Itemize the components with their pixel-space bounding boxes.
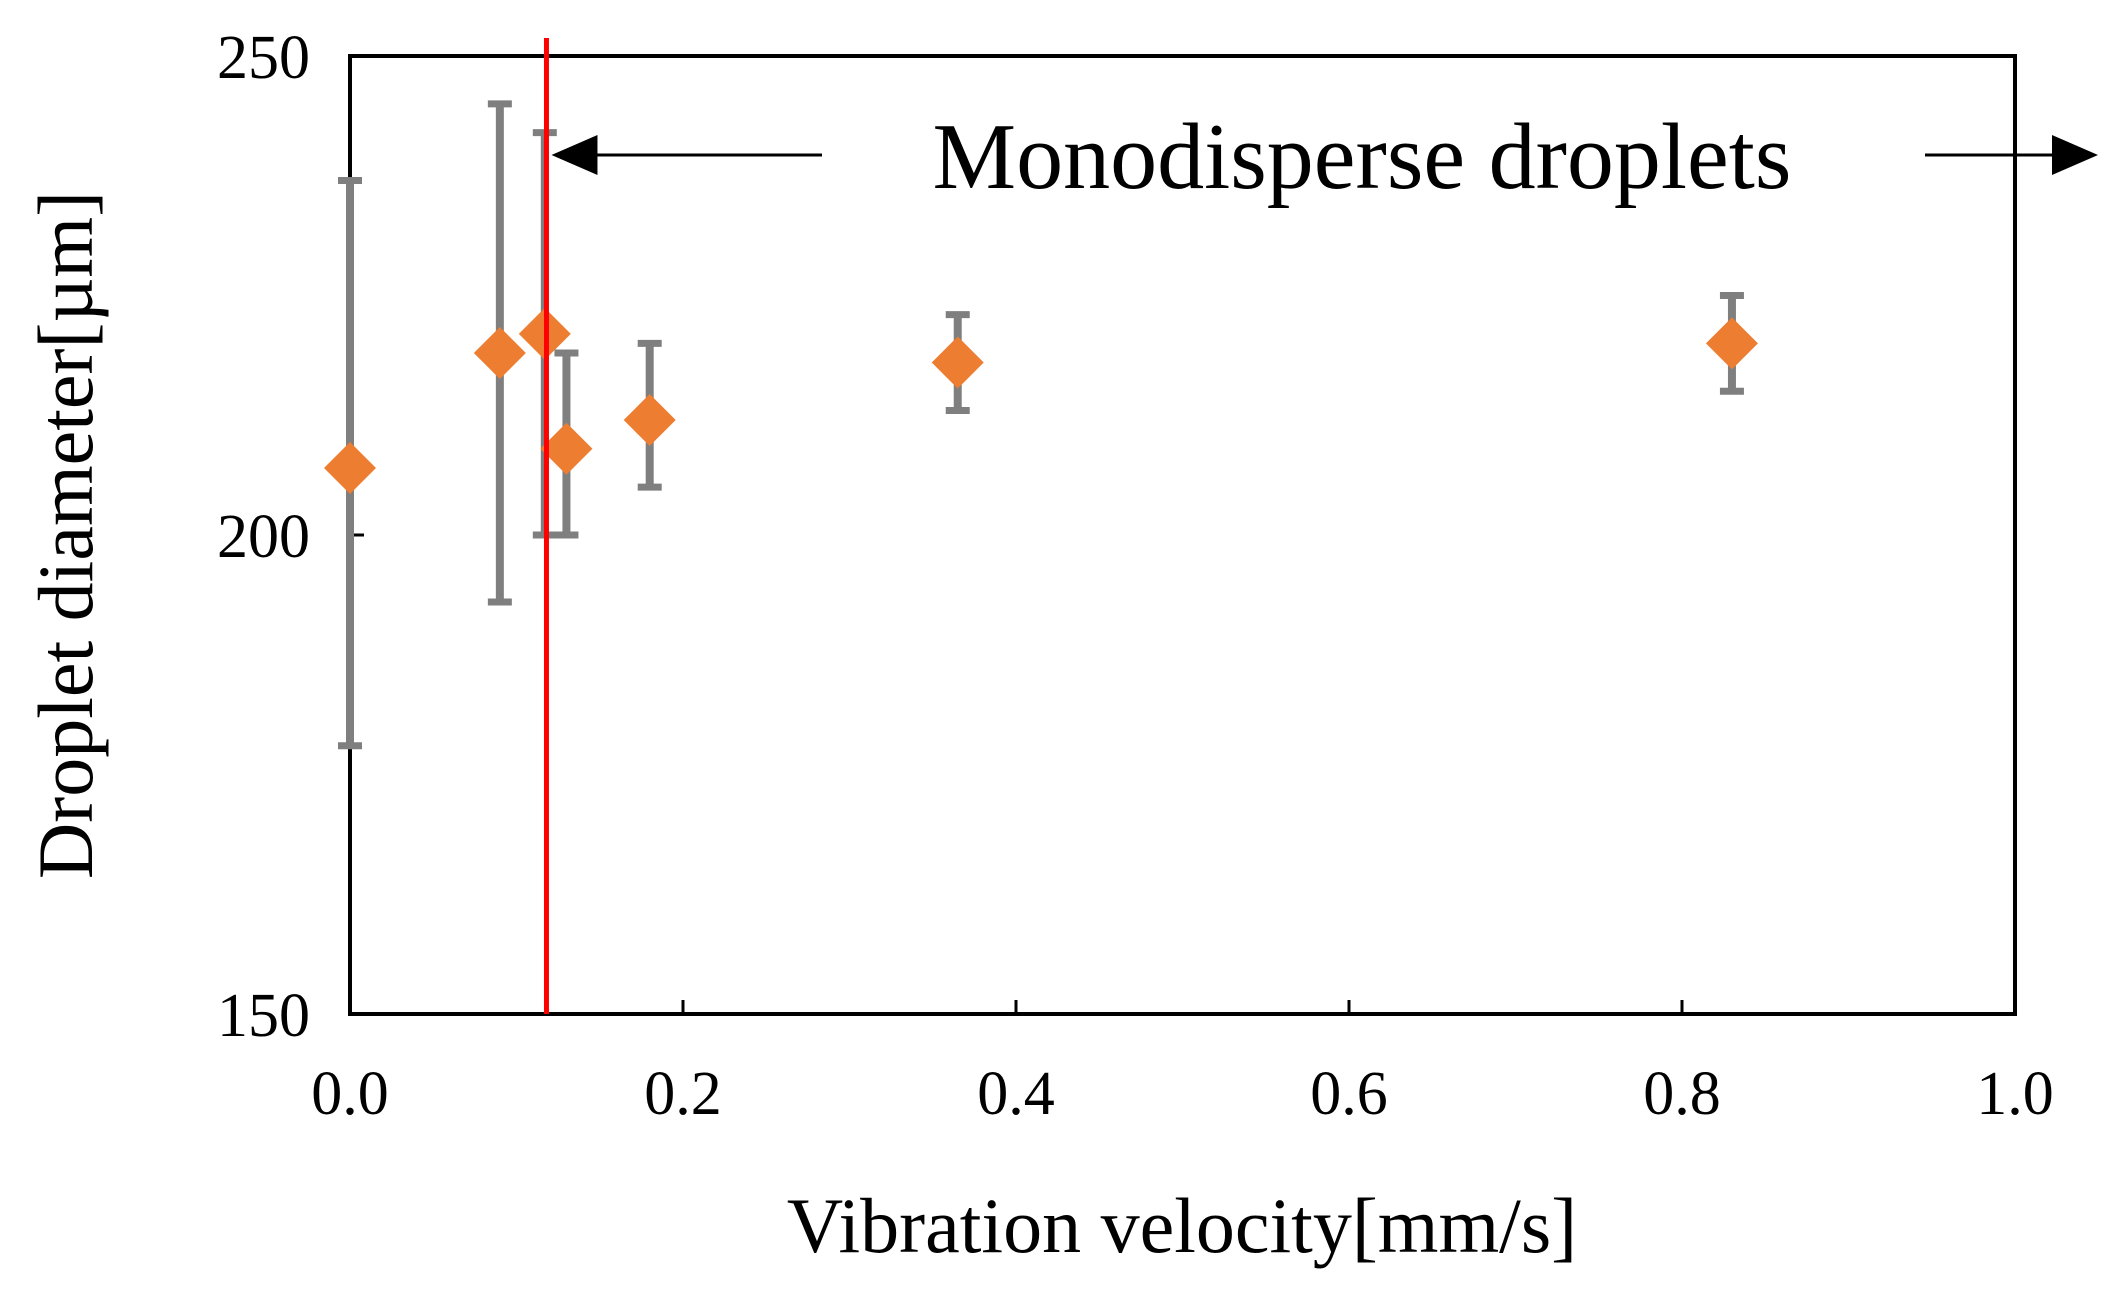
x-axis-title: Vibration velocity[mm/s] xyxy=(787,1182,1577,1269)
y-axis-title: Droplet diameter[µm] xyxy=(22,191,109,879)
data-point-diamond xyxy=(473,326,526,379)
x-axis: 0.0 0.2 0.4 0.6 0.8 1.0 xyxy=(311,1000,2054,1128)
x-tick-label: 0.6 xyxy=(1310,1060,1388,1128)
annotation-arrow-left-head xyxy=(551,135,598,175)
annotation-arrow-right-head xyxy=(2052,135,2098,175)
y-tick-label: 150 xyxy=(217,982,310,1050)
annotation-text: Monodisperse droplets xyxy=(933,105,1792,209)
data-point-diamond xyxy=(540,422,593,475)
x-tick-label: 0.2 xyxy=(644,1060,722,1128)
data-point-diamond xyxy=(623,394,676,447)
y-tick-label: 250 xyxy=(217,24,310,92)
x-tick-label: 0.4 xyxy=(977,1060,1055,1128)
x-tick-label: 0.8 xyxy=(1643,1060,1721,1128)
y-axis: 150 200 250 xyxy=(217,24,364,1050)
data-point-diamond xyxy=(324,441,376,494)
data-point-diamond xyxy=(931,336,984,389)
annotation-layer: Monodisperse droplets xyxy=(543,38,2098,1014)
y-tick-label: 200 xyxy=(217,503,310,571)
data-point-diamond xyxy=(1705,317,1758,370)
x-tick-label: 0.0 xyxy=(311,1060,389,1128)
x-tick-label: 1.0 xyxy=(1976,1060,2054,1128)
